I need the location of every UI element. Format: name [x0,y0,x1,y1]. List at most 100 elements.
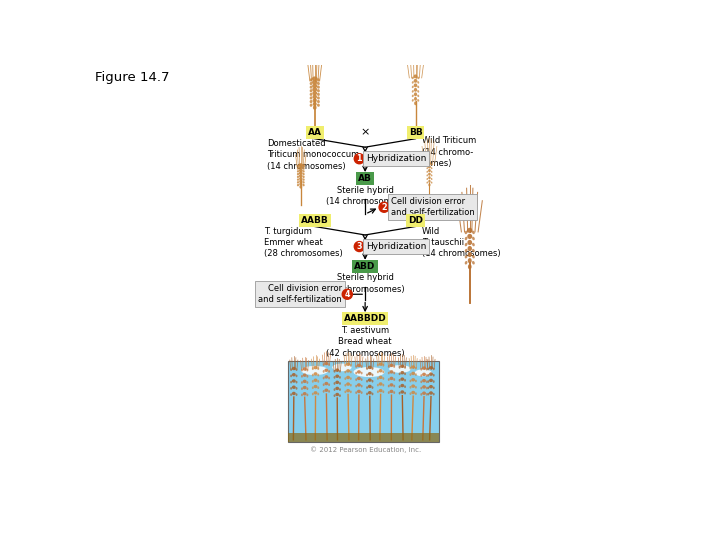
Ellipse shape [400,373,404,377]
Ellipse shape [468,258,472,264]
Ellipse shape [312,98,317,103]
Ellipse shape [433,375,435,378]
Ellipse shape [382,387,384,390]
Ellipse shape [379,373,382,377]
Ellipse shape [426,181,428,184]
Ellipse shape [411,380,415,384]
Text: 3: 3 [356,242,362,251]
Ellipse shape [420,373,423,375]
Ellipse shape [323,370,325,373]
Ellipse shape [361,393,363,396]
Ellipse shape [318,373,319,375]
Ellipse shape [301,377,303,380]
Ellipse shape [415,376,417,379]
Ellipse shape [382,381,384,384]
Ellipse shape [431,178,433,180]
Ellipse shape [297,167,299,170]
Ellipse shape [312,392,314,395]
Text: Wild
T. tauschii
(14 chromosomes): Wild T. tauschii (14 chromosomes) [422,226,500,259]
Text: Figure 14.7: Figure 14.7 [96,71,170,84]
Ellipse shape [355,368,357,371]
Ellipse shape [339,369,341,372]
Ellipse shape [417,99,419,102]
Text: ×: × [361,127,370,138]
Ellipse shape [399,394,400,396]
Text: AA: AA [307,128,322,137]
Ellipse shape [314,365,318,368]
Ellipse shape [323,376,325,379]
Ellipse shape [426,174,428,177]
Text: T. turgidum
Emmer wheat
(28 chromosomes): T. turgidum Emmer wheat (28 chromosomes) [264,226,343,259]
Ellipse shape [377,387,379,390]
Ellipse shape [428,184,431,186]
Ellipse shape [411,387,415,390]
Ellipse shape [400,367,404,370]
Text: AB: AB [358,174,372,183]
Ellipse shape [426,171,428,173]
Ellipse shape [467,246,472,251]
Ellipse shape [300,180,302,183]
Text: Cell division error
and self-fertilization: Cell division error and self-fertilizati… [258,284,342,305]
Ellipse shape [296,371,297,374]
Ellipse shape [302,362,307,366]
Ellipse shape [390,367,393,371]
Ellipse shape [299,172,302,175]
Ellipse shape [400,386,404,389]
Ellipse shape [336,393,339,396]
Ellipse shape [325,374,328,378]
Ellipse shape [410,382,411,384]
Ellipse shape [388,388,390,390]
Ellipse shape [410,394,411,397]
Ellipse shape [372,394,374,397]
Ellipse shape [302,184,305,186]
Ellipse shape [429,367,433,371]
Text: 2: 2 [382,202,387,212]
Ellipse shape [314,371,318,375]
Ellipse shape [366,388,368,390]
Ellipse shape [431,167,433,169]
Text: © 2012 Pearson Education, Inc.: © 2012 Pearson Education, Inc. [310,447,420,453]
Ellipse shape [310,100,312,103]
Ellipse shape [411,368,415,372]
Ellipse shape [412,77,414,79]
Ellipse shape [301,384,303,387]
Ellipse shape [299,168,303,172]
Ellipse shape [361,381,363,383]
Ellipse shape [339,382,341,384]
Ellipse shape [297,173,299,176]
Text: ABD: ABD [354,262,376,271]
Ellipse shape [312,373,314,375]
Bar [287,433,438,442]
Ellipse shape [413,75,418,78]
Ellipse shape [312,87,318,92]
Ellipse shape [372,369,374,372]
Ellipse shape [317,85,320,89]
Ellipse shape [431,171,433,173]
Ellipse shape [431,164,433,166]
Ellipse shape [417,77,419,79]
Ellipse shape [414,97,417,101]
Ellipse shape [393,375,395,378]
Ellipse shape [372,382,374,384]
Ellipse shape [307,370,308,373]
Ellipse shape [361,387,363,390]
Ellipse shape [323,394,325,397]
Ellipse shape [428,169,431,172]
Ellipse shape [427,394,429,396]
Ellipse shape [429,392,433,395]
Ellipse shape [361,368,363,371]
Ellipse shape [328,370,330,373]
Ellipse shape [301,370,303,373]
Ellipse shape [400,380,404,383]
Text: Hybridization: Hybridization [366,242,426,251]
Ellipse shape [300,185,302,188]
Ellipse shape [290,384,292,387]
Ellipse shape [368,374,372,377]
Text: DD: DD [408,216,423,225]
Ellipse shape [336,374,339,377]
Ellipse shape [399,381,400,384]
Ellipse shape [323,382,325,384]
Ellipse shape [389,365,411,373]
Text: Sterile hybrid
(21 chromosomes): Sterile hybrid (21 chromosomes) [326,273,405,294]
Text: Cell division error
and self-fertilization: Cell division error and self-fertilizati… [391,197,474,218]
